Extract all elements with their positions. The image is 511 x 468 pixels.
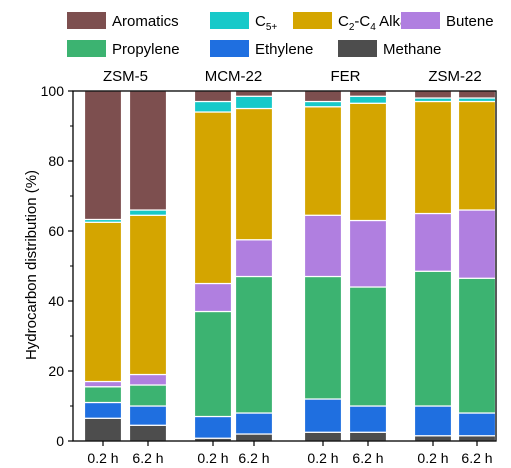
axes: 0 20 40 60 80 100 [41, 83, 497, 449]
group-labels: ZSM-5 MCM-22 FER ZSM-22 [103, 68, 482, 85]
bar-segment-zsm-22-0-2-h-methane [413, 435, 453, 442]
legend-swatch-propylene [67, 40, 106, 57]
bar-segment-zsm-5-6-2-h-methane [128, 424, 168, 442]
bar-segment-zsm-22-6-2-h-methane [457, 435, 497, 442]
legend-label-aromatics: Aromatics [112, 13, 179, 30]
bar-segment-fer-6-2-h-aromatics [348, 90, 388, 97]
y-tick-label: 100 [41, 83, 65, 99]
bar-segment-zsm-22-0-2-h-propylene [413, 270, 453, 407]
bar-segment-mcm-22-6-2-h-butene [234, 239, 274, 278]
bar-segment-mcm-22-0-2-h-ethylene [193, 415, 233, 439]
x-tick-label: 6.2 h [132, 450, 163, 466]
legend-swatch-alkanes [293, 12, 332, 29]
bar-segment-mcm-22-0-2-h-c5 [193, 100, 233, 113]
bar-segment-mcm-22-0-2-h-propylene [193, 310, 233, 418]
x-tick-label: 0.2 h [197, 450, 228, 466]
bar-segment-fer-0-2-h-propylene [303, 275, 343, 400]
legend-swatch-ethylene [210, 40, 249, 57]
bar-segment-fer-6-2-h-c5 [348, 95, 388, 104]
y-tick-label: 60 [48, 223, 64, 239]
legend-label-methane: Methane [383, 41, 441, 58]
bar-segment-zsm-5-0-2-h-butene [83, 380, 123, 388]
bars: 0.2 h 6.2 h 0.2 h 6.2 h 0.2 h 6.2 h 0.2 h 6.2 h [83, 90, 497, 466]
bar-segment-zsm-5-6-2-h-c5 [128, 209, 168, 216]
bar-segment-zsm-5-0-2-h-aromatics [83, 90, 123, 221]
bar-segment-mcm-22-6-2-h-propylene [234, 275, 274, 414]
legend-swatch-aromatics [67, 12, 106, 29]
bar-segment-mcm-22-6-2-h-aromatics [234, 90, 274, 97]
bar-segment-zsm-22-6-2-h-aromatics [457, 90, 497, 99]
y-tick-label: 80 [48, 153, 64, 169]
bar-segment-mcm-22-6-2-h-alkanes [234, 107, 274, 241]
bar-segment-mcm-22-6-2-h-ethylene [234, 412, 274, 435]
y-tick-label: 0 [56, 433, 64, 449]
x-tick-label: 6.2 h [238, 450, 269, 466]
legend-label-propylene: Propylene [112, 41, 180, 58]
x-tick-label: 6.2 h [352, 450, 383, 466]
bar-segment-fer-6-2-h-butene [348, 219, 388, 288]
bar-segment-fer-6-2-h-ethylene [348, 405, 388, 433]
bar-segment-zsm-22-0-2-h-alkanes [413, 100, 453, 215]
bar-segment-fer-6-2-h-methane [348, 431, 388, 442]
group-label-zsm-22: ZSM-22 [428, 68, 481, 85]
bar-segment-mcm-22-6-2-h-methane [234, 433, 274, 442]
x-tick-label: 0.2 h [87, 450, 118, 466]
x-tick-label: 6.2 h [461, 450, 492, 466]
bar-segment-fer-6-2-h-propylene [348, 286, 388, 407]
legend-label-butene: Butene [446, 13, 494, 30]
bar-segment-zsm-5-6-2-h-alkanes [128, 214, 168, 376]
bar-segment-zsm-22-0-2-h-butene [413, 212, 453, 272]
bar-segment-zsm-5-6-2-h-propylene [128, 384, 168, 407]
bar-segment-zsm-5-6-2-h-aromatics [128, 90, 168, 211]
bar-segment-fer-0-2-h-butene [303, 214, 343, 278]
bar-segment-zsm-22-0-2-h-ethylene [413, 405, 453, 437]
bar-segment-zsm-22-6-2-h-alkanes [457, 100, 497, 211]
bar-segment-zsm-5-0-2-h-propylene [83, 386, 123, 404]
bar-segment-zsm-5-0-2-h-alkanes [83, 221, 123, 383]
y-axis-title: Hydrocarbon distribution (%) [23, 170, 40, 360]
bar-segment-mcm-22-6-2-h-c5 [234, 95, 274, 110]
bar-segment-zsm-22-6-2-h-ethylene [457, 412, 497, 437]
group-label-zsm-5: ZSM-5 [103, 68, 148, 85]
legend-label-c5: C5+ [255, 13, 277, 33]
group-label-mcm-22: MCM-22 [205, 68, 263, 85]
bar-segment-mcm-22-0-2-h-alkanes [193, 111, 233, 285]
bar-segment-mcm-22-0-2-h-butene [193, 282, 233, 313]
bar-segment-zsm-22-6-2-h-propylene [457, 277, 497, 414]
legend-swatch-methane [338, 40, 377, 57]
bar-segment-fer-0-2-h-ethylene [303, 398, 343, 433]
bar-segment-zsm-5-0-2-h-ethylene [83, 401, 123, 419]
legend-swatch-c5 [210, 12, 249, 29]
y-tick-label: 20 [48, 363, 64, 379]
bar-segment-fer-0-2-h-methane [303, 431, 343, 442]
legend-label-ethylene: Ethylene [255, 41, 313, 58]
bar-segment-fer-0-2-h-aromatics [303, 90, 343, 103]
y-tick-label: 40 [48, 293, 64, 309]
bar-segment-fer-0-2-h-alkanes [303, 106, 343, 216]
group-label-fer: FER [331, 68, 361, 85]
bar-segment-zsm-5-6-2-h-ethylene [128, 405, 168, 426]
x-tick-label: 0.2 h [307, 450, 338, 466]
bar-segment-zsm-5-6-2-h-butene [128, 373, 168, 386]
bar-segment-zsm-5-0-2-h-methane [83, 417, 123, 442]
bar-segment-zsm-22-0-2-h-aromatics [413, 90, 453, 99]
x-tick-label: 0.2 h [417, 450, 448, 466]
bar-segment-mcm-22-0-2-h-aromatics [193, 90, 233, 103]
bar-segment-zsm-22-6-2-h-butene [457, 209, 497, 279]
bar-segment-fer-6-2-h-alkanes [348, 102, 388, 222]
bar-segment-fer-0-2-h-c5 [303, 100, 343, 108]
legend-swatch-butene [401, 12, 440, 29]
